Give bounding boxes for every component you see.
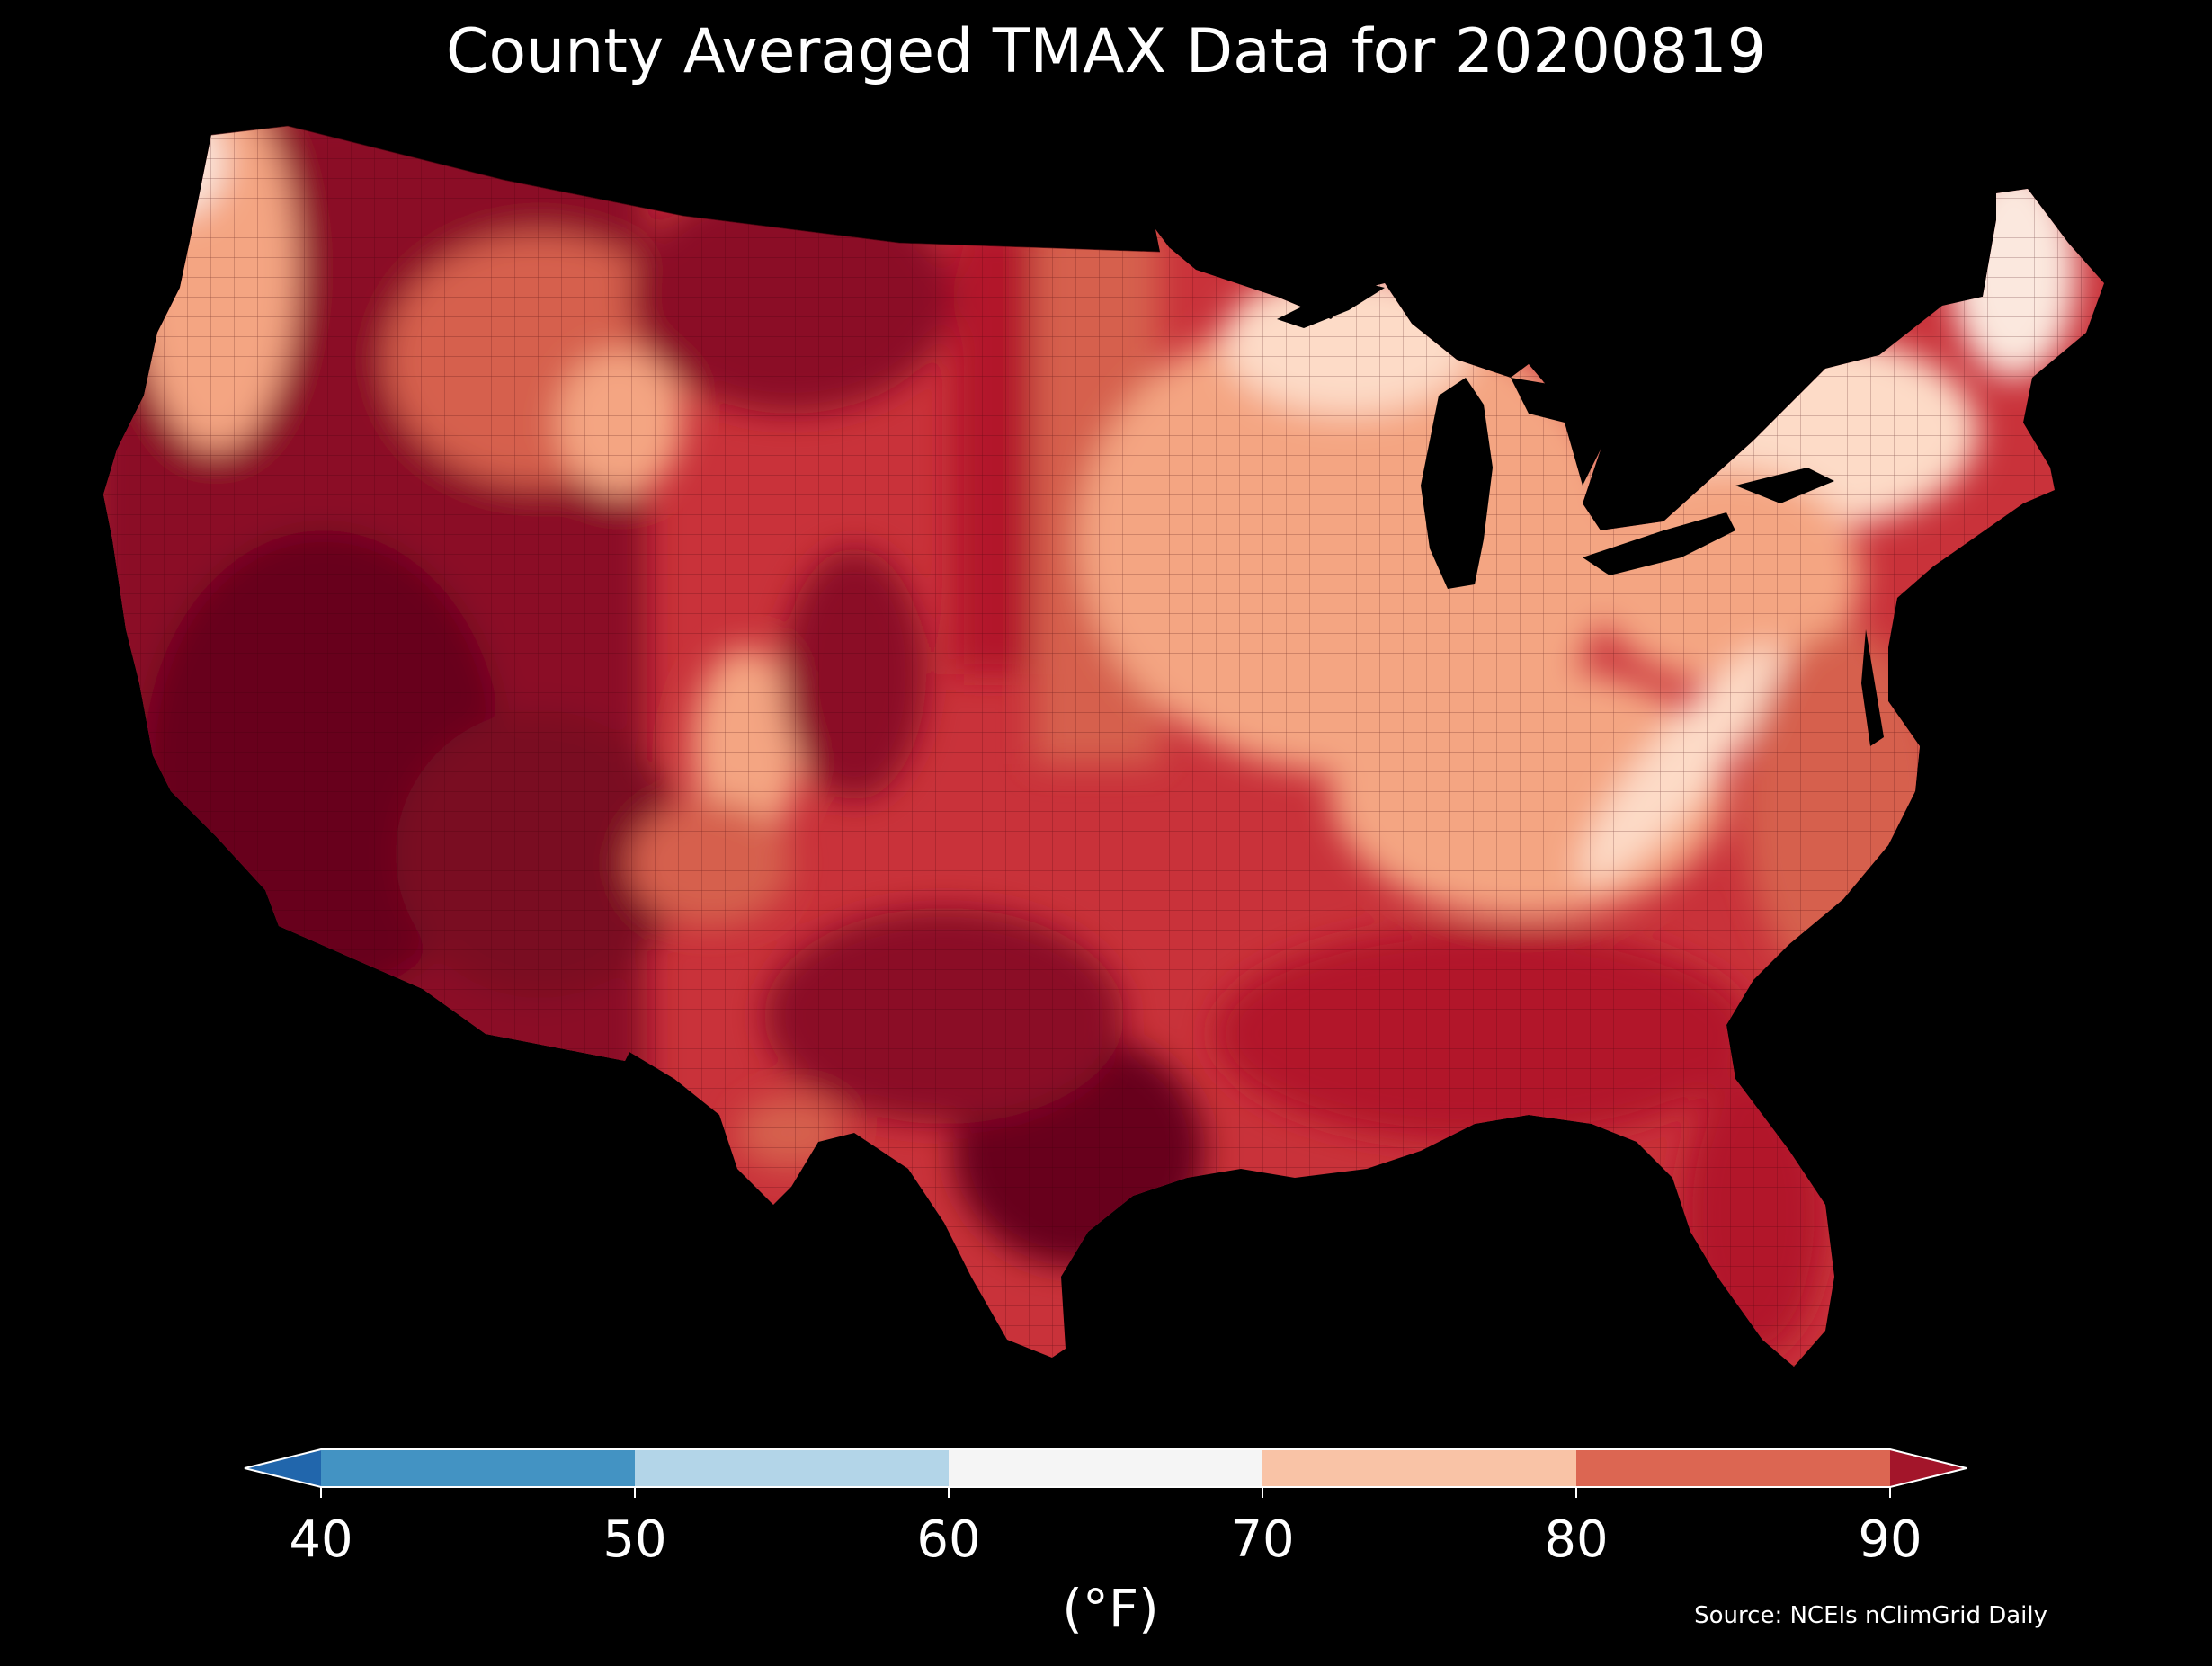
colorbar-unit-label: (°F): [1062, 1578, 1159, 1639]
tick-label-90: 90: [1858, 1510, 1922, 1569]
colorbar-bin: [635, 1449, 949, 1487]
source-credit: Source: NCEIs nClimGrid Daily: [1694, 1602, 2047, 1629]
tick-label-70: 70: [1230, 1510, 1295, 1569]
colorbar-bin: [1262, 1449, 1576, 1487]
colorbar-bin: [1890, 1449, 1967, 1487]
tick-label-60: 60: [916, 1510, 981, 1569]
map-title: County Averaged TMAX Data for 20200819: [446, 16, 1766, 87]
colorbar-bin: [949, 1449, 1262, 1487]
colorbar-bin: [321, 1449, 635, 1487]
us-county-map: [103, 125, 2104, 1367]
tick-label-80: 80: [1544, 1510, 1609, 1569]
great-lakes: [1277, 283, 1834, 589]
tick-label-40: 40: [289, 1510, 353, 1569]
tick-label-50: 50: [602, 1510, 667, 1569]
colorbar-bin: [245, 1449, 321, 1487]
colorbar-bin: [1576, 1449, 1890, 1487]
colorbar-outline: [244, 1448, 1967, 1488]
chesapeake-bay: [1861, 629, 1884, 746]
